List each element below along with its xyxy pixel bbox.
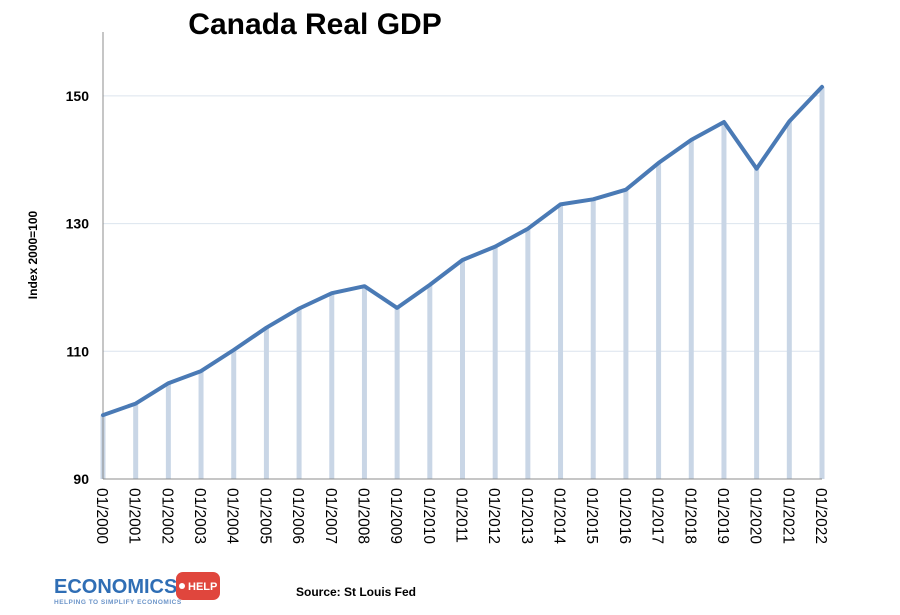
x-tick-label: 01/2021	[779, 488, 796, 544]
x-tick-label: 01/2011	[453, 488, 470, 543]
logo-dot-icon	[179, 583, 185, 589]
x-tick-label: 01/2018	[681, 488, 698, 544]
source-note: Source: St Louis Fed	[296, 585, 416, 599]
logo-tagline: HELPING TO SIMPLIFY ECONOMICS	[54, 599, 182, 606]
x-tick-label: 01/2001	[126, 488, 143, 544]
logo-badge	[176, 572, 220, 600]
logo-text: ECONOMICS	[54, 576, 177, 598]
x-tick-label: 01/2020	[747, 488, 764, 544]
chart-title: Canada Real GDP	[188, 8, 441, 41]
y-tick-label: 130	[66, 216, 90, 232]
y-tick-label: 150	[66, 88, 90, 104]
x-tick-label: 01/2017	[649, 488, 666, 544]
y-axis-label: Index 2000=100	[26, 210, 40, 299]
series-line	[101, 84, 824, 418]
logo-badge-text: HELP	[188, 581, 217, 593]
x-tick-label: 01/2004	[224, 488, 241, 544]
x-tick-label: 01/2022	[812, 488, 829, 544]
drop-lines	[100, 86, 825, 479]
x-tick-label: 01/2010	[420, 488, 437, 544]
x-tick-label: 01/2019	[714, 488, 731, 544]
x-tick-label: 01/2007	[322, 488, 339, 544]
x-tick-label: 01/2014	[551, 488, 568, 544]
x-tick-label: 01/2012	[485, 488, 502, 544]
x-tick-label: 01/2006	[289, 488, 306, 544]
x-tick-label: 01/2003	[191, 488, 208, 544]
x-tick-label: 01/2005	[256, 488, 273, 544]
x-tick-label: 01/2008	[354, 488, 371, 544]
y-tick-label: 90	[73, 471, 89, 487]
x-tick-label: 01/2000	[93, 488, 110, 544]
x-tick-labels: 01/2000 01/2001 01/2002 01/2003 01/2004 01/20…	[93, 488, 829, 544]
x-tick-label: 01/2002	[158, 488, 175, 544]
y-tick-labels: 90 110 130 150	[66, 88, 90, 487]
x-tick-label: 01/2016	[616, 488, 633, 544]
x-tick-label: 01/2009	[387, 488, 404, 544]
x-tick-label: 01/2015	[583, 488, 600, 544]
x-tick-label: 01/2013	[518, 488, 535, 544]
economics-help-logo: ECONOMICS HELP HELPING TO SIMPLIFY ECONO…	[54, 572, 220, 606]
y-tick-label: 110	[66, 343, 89, 359]
